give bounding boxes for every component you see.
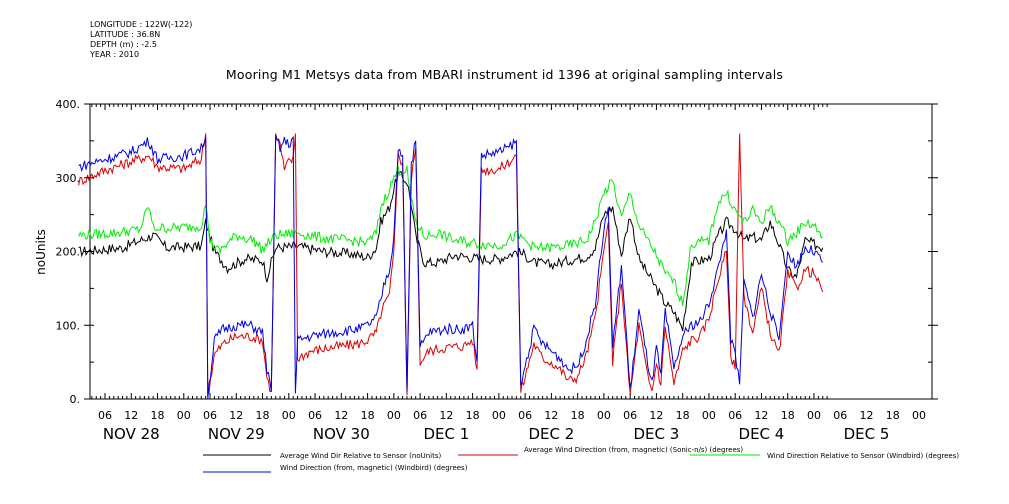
x-hour-label: 12 [649, 409, 663, 422]
x-hour-label: 12 [124, 409, 138, 422]
y-tick-label: 0. [70, 393, 81, 406]
x-hour-label: 12 [754, 409, 768, 422]
x-hour-label: 12 [859, 409, 873, 422]
legend-label: Wind Direction (from, magnetic) (Windbir… [280, 464, 468, 472]
x-hour-label: 00 [912, 409, 926, 422]
meta-depth: DEPTH (m) : -2.5 [90, 40, 157, 49]
plot-frame [89, 103, 933, 400]
x-hour-label: 12 [229, 409, 243, 422]
x-hour-label: 00 [597, 409, 611, 422]
x-hour-label: 18 [256, 409, 270, 422]
x-hour-label: 06 [623, 409, 637, 422]
x-day-label: DEC 5 [844, 425, 890, 443]
x-hour-label: 06 [308, 409, 322, 422]
x-day-label: DEC 4 [739, 425, 785, 443]
y-tick-label: 400. [56, 98, 81, 111]
legend-label: Average Wind Direction (from, magnetic) … [524, 446, 743, 454]
x-day-label: DEC 2 [528, 425, 574, 443]
chart-title: Mooring M1 Metsys data from MBARI instru… [225, 67, 784, 82]
series-line-1 [78, 170, 824, 332]
legend-layer: Average Wind Dir Relative to Sensor (noU… [203, 446, 959, 473]
x-hour-label: 12 [439, 409, 453, 422]
meta-year: YEAR : 2010 [90, 50, 140, 59]
x-hour-label: 18 [676, 409, 690, 422]
x-hour-label: 00 [387, 409, 401, 422]
meta-latitude: LATITUDE : 36.8N [90, 30, 161, 39]
x-hour-label: 18 [466, 409, 480, 422]
series-line-2 [78, 133, 824, 397]
x-hour-label: 06 [518, 409, 532, 422]
x-hour-label: 18 [151, 409, 165, 422]
x-hour-label: 00 [492, 409, 506, 422]
y-tick-label: 300. [56, 172, 81, 185]
x-hour-label: 06 [98, 409, 112, 422]
y-tick-label: 100. [56, 319, 81, 332]
metadata-block: LONGITUDE : 122W(-122) LATITUDE : 36.8N … [90, 20, 192, 60]
x-hour-label: 00 [177, 409, 191, 422]
x-hour-label: 12 [334, 409, 348, 422]
x-day-label: NOV 28 [103, 425, 160, 443]
x-hour-label: 18 [886, 409, 900, 422]
x-hour-label: 06 [833, 409, 847, 422]
x-day-label: DEC 3 [634, 425, 680, 443]
meta-longitude: LONGITUDE : 122W(-122) [90, 20, 193, 29]
legend-label: Average Wind Dir Relative to Sensor (noU… [280, 452, 441, 460]
series-layer [78, 133, 824, 400]
axes-layer: 0. 100. 200. 300. 400. 06 12 18 00 06 12 18 00 06 12 18… [56, 98, 938, 443]
x-day-label: DEC 1 [423, 425, 469, 443]
x-day-label: NOV 29 [208, 425, 265, 443]
x-hour-label: 06 [203, 409, 217, 422]
x-hour-label: 00 [807, 409, 821, 422]
x-hour-label: 18 [361, 409, 375, 422]
series-line-3 [78, 165, 824, 307]
x-hour-label: 00 [282, 409, 296, 422]
x-hour-label: 06 [413, 409, 427, 422]
x-hour-label: 18 [781, 409, 795, 422]
x-day-label: NOV 30 [313, 425, 370, 443]
legend-label: Wind Direction Relative to Sensor (Windb… [767, 452, 959, 460]
x-hour-label: 18 [571, 409, 585, 422]
x-hour-label: 12 [544, 409, 558, 422]
y-tick-label: 200. [56, 246, 81, 259]
series-line-4 [78, 134, 824, 400]
x-hour-label: 06 [728, 409, 742, 422]
x-hour-label: 00 [702, 409, 716, 422]
